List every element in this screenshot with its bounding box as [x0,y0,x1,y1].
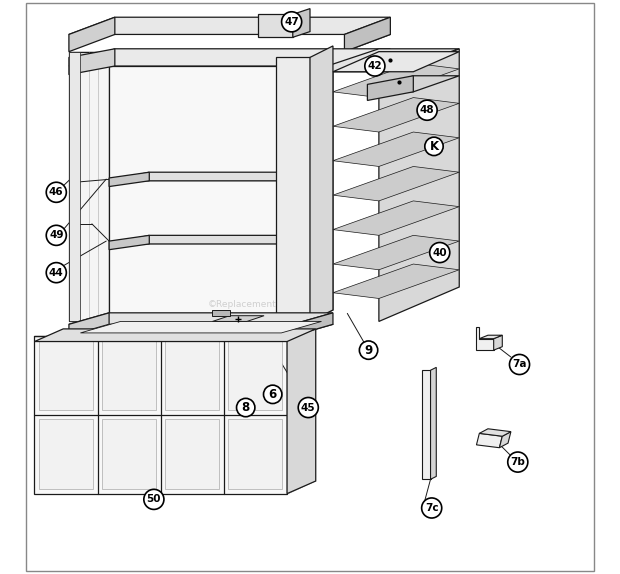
Polygon shape [333,235,459,270]
Polygon shape [69,52,81,321]
Text: 44: 44 [49,267,64,278]
Text: 9: 9 [365,344,373,356]
Polygon shape [333,264,459,298]
Polygon shape [81,321,322,333]
Polygon shape [213,310,229,316]
Polygon shape [287,323,316,494]
Polygon shape [69,17,115,52]
Text: 49: 49 [49,230,63,241]
Polygon shape [345,17,391,52]
Circle shape [281,12,302,32]
Text: 8: 8 [242,401,250,414]
Polygon shape [333,52,459,72]
Polygon shape [109,66,293,321]
Polygon shape [229,340,283,410]
Polygon shape [500,432,511,448]
Polygon shape [69,49,115,75]
Text: 40: 40 [432,247,447,258]
Polygon shape [333,201,459,235]
Polygon shape [479,429,511,436]
Circle shape [430,242,450,263]
Polygon shape [476,433,502,448]
Circle shape [46,262,66,282]
Circle shape [236,398,255,417]
Polygon shape [109,235,333,244]
Polygon shape [69,313,109,336]
Circle shape [144,489,164,510]
Text: 45: 45 [301,402,316,413]
Circle shape [417,100,437,121]
Polygon shape [479,335,502,339]
Polygon shape [368,76,459,92]
Polygon shape [35,329,316,342]
Polygon shape [333,98,459,132]
Polygon shape [109,172,149,187]
Text: ©ReplacementParts.com: ©ReplacementParts.com [208,300,321,309]
Polygon shape [102,419,156,489]
Polygon shape [35,336,287,494]
Text: 48: 48 [420,105,435,115]
Polygon shape [333,132,459,166]
Text: 7b: 7b [510,457,525,467]
Circle shape [46,182,66,202]
Circle shape [510,354,529,375]
Polygon shape [333,63,459,98]
Circle shape [298,397,318,418]
Polygon shape [39,340,93,410]
Polygon shape [69,313,333,324]
Text: 7c: 7c [425,503,438,513]
Polygon shape [310,49,459,72]
Polygon shape [430,367,436,479]
Polygon shape [333,166,459,201]
Text: 6: 6 [268,388,277,401]
Polygon shape [109,172,333,181]
Text: 42: 42 [368,61,382,71]
Polygon shape [229,419,283,489]
Polygon shape [275,57,310,321]
Polygon shape [69,52,109,321]
Circle shape [264,385,282,404]
Polygon shape [494,335,502,350]
Circle shape [360,341,378,359]
Polygon shape [259,14,293,37]
Text: K: K [430,140,438,153]
Circle shape [422,498,441,518]
Polygon shape [368,76,414,100]
Polygon shape [102,340,156,410]
Circle shape [508,452,528,472]
Circle shape [46,226,66,246]
Text: 7a: 7a [512,359,527,370]
Polygon shape [213,316,264,321]
Polygon shape [310,72,333,321]
Polygon shape [293,313,333,336]
Text: 46: 46 [49,187,64,197]
Text: 47: 47 [284,17,299,27]
Polygon shape [476,327,494,350]
Polygon shape [379,49,459,321]
Polygon shape [166,419,219,489]
Polygon shape [39,419,93,489]
Polygon shape [293,9,310,37]
Polygon shape [166,340,219,410]
Polygon shape [69,17,391,34]
Polygon shape [109,235,149,250]
Text: 50: 50 [146,494,161,505]
Circle shape [425,137,443,156]
Polygon shape [310,46,333,321]
Circle shape [365,56,385,76]
Polygon shape [69,49,391,66]
Polygon shape [422,370,430,479]
